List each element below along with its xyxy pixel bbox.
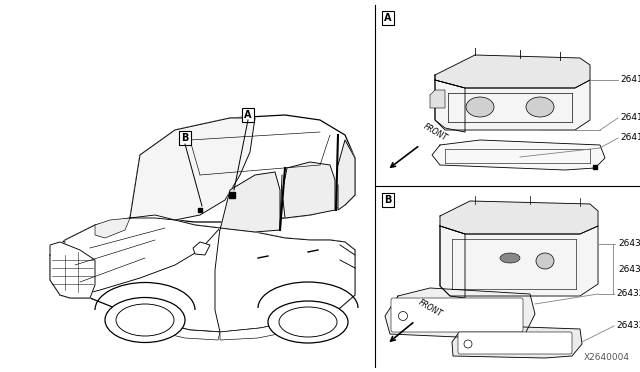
Polygon shape [283,162,335,218]
Polygon shape [338,140,355,210]
Ellipse shape [466,97,494,117]
FancyBboxPatch shape [458,332,572,354]
Polygon shape [150,322,220,340]
Ellipse shape [268,301,348,343]
Polygon shape [435,80,590,130]
Text: 26432+A: 26432+A [616,289,640,298]
Text: 26430: 26430 [618,264,640,273]
Ellipse shape [464,340,472,348]
Polygon shape [193,242,210,255]
Text: 26432: 26432 [616,321,640,330]
Text: B: B [384,195,392,205]
Polygon shape [130,118,255,220]
Polygon shape [440,226,465,298]
Text: X2640004: X2640004 [584,353,630,362]
FancyBboxPatch shape [391,298,523,332]
Polygon shape [385,288,535,338]
Text: B: B [181,133,189,143]
Text: 26430: 26430 [618,240,640,248]
Polygon shape [215,228,355,332]
Ellipse shape [526,97,554,117]
Ellipse shape [536,253,554,269]
Polygon shape [432,140,605,170]
Ellipse shape [500,253,520,263]
Polygon shape [50,242,95,298]
Ellipse shape [105,298,185,343]
Ellipse shape [116,304,174,336]
Ellipse shape [399,311,408,321]
Polygon shape [220,172,280,232]
Text: 26410J: 26410J [620,112,640,122]
Polygon shape [435,75,465,132]
Polygon shape [440,226,598,296]
Polygon shape [130,115,355,222]
Polygon shape [50,215,355,332]
Polygon shape [220,320,300,340]
Text: A: A [244,110,252,120]
Polygon shape [95,218,130,238]
Polygon shape [452,326,582,358]
Text: 26410: 26410 [620,76,640,84]
Ellipse shape [279,307,337,337]
Text: A: A [384,13,392,23]
Polygon shape [435,55,590,88]
Text: 26411: 26411 [620,132,640,141]
Polygon shape [60,215,220,298]
Text: FRONT: FRONT [422,122,449,143]
Polygon shape [440,201,598,234]
Text: FRONT: FRONT [417,298,444,319]
Polygon shape [430,90,445,108]
